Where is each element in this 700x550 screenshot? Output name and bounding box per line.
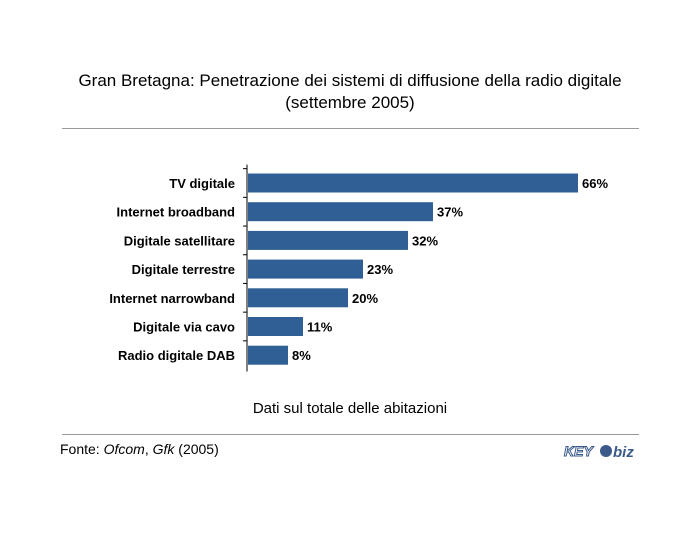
value-label: 37% — [437, 205, 463, 220]
bar — [248, 345, 288, 365]
value-label: 32% — [412, 233, 438, 248]
bar — [248, 230, 408, 250]
source-separator: , — [144, 441, 153, 457]
source-suffix: (2005) — [174, 441, 219, 457]
value-label: 11% — [307, 320, 333, 335]
bar — [248, 288, 348, 308]
category-label: TV digitale — [169, 176, 235, 191]
key4biz-logo: KEY biz — [564, 443, 635, 462]
source-note: Fonte: Ofcom, Gfk (2005) — [60, 441, 219, 457]
category-label: Radio digitale DAB — [118, 348, 235, 363]
bar — [248, 317, 303, 336]
value-label: 8% — [292, 348, 311, 363]
value-label: 66% — [582, 176, 608, 191]
source-org-2: Gfk — [152, 441, 175, 457]
category-label: Internet narrowband — [109, 291, 235, 306]
title-line-1: Gran Bretagna: Penetrazione dei sistemi … — [78, 71, 622, 90]
chart-footnote: Dati sul totale delle abitazioni — [252, 400, 448, 417]
bar-chart: TV digitale 66% Internet broadband 37% Digit… — [109, 164, 608, 372]
title-line-2: (settembre 2005) — [285, 93, 415, 112]
value-label: 23% — [367, 262, 393, 277]
bottom-divider — [62, 434, 639, 435]
chart-title: Gran Bretagna: Penetrazione dei sistemi … — [0, 70, 700, 114]
source-prefix: Fonte: — [60, 441, 104, 457]
category-label: Digitale via cavo — [133, 320, 235, 335]
bar — [248, 259, 363, 279]
category-label: Digitale terrestre — [132, 262, 235, 277]
category-label: Internet broadband — [117, 205, 236, 220]
logo-text-biz: biz — [613, 444, 634, 461]
logo-mark — [600, 445, 612, 457]
source-org-1: Ofcom — [103, 441, 145, 457]
bar — [248, 173, 578, 193]
logo-text-key: KEY — [564, 443, 594, 459]
top-divider — [62, 128, 639, 129]
value-label: 20% — [352, 291, 378, 306]
category-label: Digitale satellitare — [124, 233, 235, 248]
bar — [248, 202, 433, 222]
